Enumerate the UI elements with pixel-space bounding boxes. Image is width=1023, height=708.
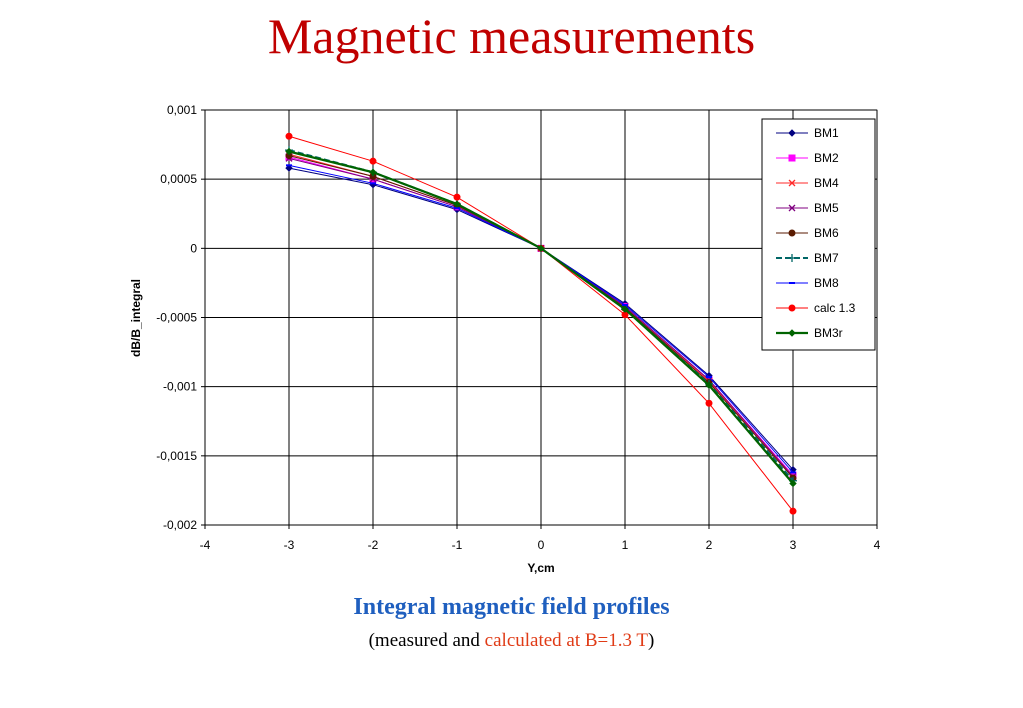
caption-title: Integral magnetic field profiles [353,594,670,620]
data-point [453,200,461,208]
slide-title: Magnetic measurements [267,8,756,64]
y-axis-label: dB/B_integral [129,279,143,357]
data-point [453,193,461,201]
data-point [789,507,797,515]
caption-subtitle-highlight: calculated at B=1.3 T [484,630,649,651]
legend-label: calc 1.3 [814,301,856,315]
legend-item-bm1: BM1 [776,126,839,140]
data-point [285,164,293,172]
data-point [537,244,545,253]
x-tick-label: -3 [284,538,295,552]
data-point [788,329,796,337]
x-tick-label: 1 [622,538,629,552]
y-tick-label: 0,0005 [160,172,197,186]
legend-item-bm6: BM6 [776,226,839,240]
data-point [705,381,713,389]
y-tick-label: 0 [190,241,197,255]
legend: BM1 BM2 BM4 BM5 BM6 BM7 BM8 calc 1.3 BM3r [761,118,876,351]
x-tick-label: 0 [538,538,545,552]
y-tick-label: 0,001 [167,103,197,117]
x-tick-label: -2 [368,538,379,552]
axes: -4 -3 -2 -1 0 1 2 3 4 0,001 0,0005 0 -0,0005 -0,001 -0… [156,103,880,552]
data-point [621,305,629,313]
data-point [788,229,796,237]
legend-item-bm8: BM8 [776,276,839,290]
data-point [705,399,713,407]
data-point [369,168,377,176]
series-group [285,132,797,515]
x-tick-label: 2 [706,538,713,552]
caption-subtitle-open: (measured and [368,630,485,651]
caption-subtitle: (measured and calculated at B=1.3 T) [0,630,1023,652]
y-tick-label: -0,0015 [156,449,197,463]
legend-item-bm5: BM5 [776,201,839,215]
data-point [285,147,293,156]
legend-label: BM2 [814,151,839,165]
x-tick-label: -1 [452,538,463,552]
x-tick-label: 3 [790,538,797,552]
legend-item-bm3r: BM3r [776,326,843,340]
y-tick-label: -0,002 [163,518,197,532]
x-tick-label: -4 [200,538,211,552]
legend-label: BM7 [814,251,839,265]
legend-label: BM3r [814,326,843,340]
legend-item-calc-1-3: calc 1.3 [776,301,856,315]
data-point [788,154,796,162]
data-point [788,304,796,312]
data-point [369,157,377,165]
data-point [788,254,796,262]
y-tick-label: -0,0005 [156,311,197,325]
data-point [788,179,796,187]
legend-item-bm7: BM7 [776,251,839,265]
data-point [285,132,293,140]
caption-subtitle-close: ) [648,630,655,651]
legend-label: BM1 [814,126,839,140]
data-point [789,479,797,488]
legend-label: BM5 [814,201,839,215]
legend-label: BM4 [814,176,839,190]
series-bm3r [285,147,797,488]
x-axis-label: Y,cm [527,561,554,575]
legend-item-bm4: BM4 [776,176,839,190]
data-point [788,204,796,212]
legend-item-bm2: BM2 [776,151,839,165]
y-tick-label: -0,001 [163,380,197,394]
legend-label: BM8 [814,276,839,290]
legend-label: BM6 [814,226,839,240]
data-point [788,129,796,137]
x-tick-label: 4 [874,538,881,552]
